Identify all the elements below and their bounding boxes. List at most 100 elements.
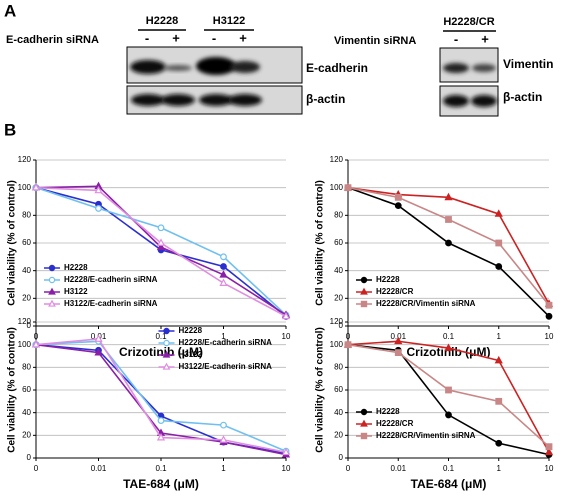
- marker: [219, 278, 228, 286]
- marker: [360, 408, 368, 416]
- x-tick-label: 1: [221, 464, 226, 473]
- marker: [156, 432, 166, 441]
- y-tick-label: 120: [18, 155, 32, 164]
- cell-line: H3122: [213, 15, 245, 27]
- marker: [162, 362, 171, 370]
- x-tick-label: 10: [282, 464, 291, 473]
- x-tick-label: 0.1: [155, 332, 167, 341]
- y-tick-label: 40: [334, 408, 343, 417]
- marker: [94, 185, 103, 194]
- marker: [220, 263, 227, 270]
- x-tick-label: 0.1: [443, 332, 455, 341]
- y-tick-label: 60: [22, 238, 31, 247]
- marker: [545, 443, 553, 451]
- x-axis-title: TAE-684 (μM): [411, 477, 487, 491]
- legend-label: H2228/CR/Vimentin siRNA: [376, 299, 476, 308]
- legend-label: H3122/E-cadherin siRNA: [179, 362, 273, 371]
- marker: [445, 386, 452, 394]
- legend-label: H2228/CR: [376, 287, 414, 296]
- y-tick-label: 100: [18, 340, 32, 349]
- blot: H2228 H3122 E-cadherin siRNA - + - + E-c…: [6, 15, 368, 115]
- legend-label: H2228/E-cadherin siRNA: [179, 338, 273, 347]
- x-tick-label: 0.01: [390, 332, 406, 341]
- legend-label: H3122: [64, 287, 88, 296]
- y-tick-label: 0: [339, 453, 344, 462]
- marker: [281, 447, 291, 456]
- marker: [48, 264, 56, 272]
- marker: [495, 439, 503, 447]
- marker: [360, 419, 368, 427]
- y-tick-label: 120: [18, 317, 32, 326]
- x-tick-label: 0.1: [443, 464, 455, 473]
- y-tick-label: 40: [22, 266, 31, 275]
- y-tick-label: 60: [22, 385, 31, 394]
- marker: [94, 347, 103, 356]
- x-tick-label: 10: [545, 464, 554, 473]
- legend-label: H2228: [64, 263, 88, 272]
- x-tick-label: 1: [497, 464, 502, 473]
- x-tick-label: 0.1: [155, 464, 167, 473]
- y-tick-label: 100: [330, 183, 344, 192]
- y-tick-label: 0: [27, 321, 32, 330]
- marker: [157, 417, 165, 425]
- marker: [163, 327, 170, 335]
- y-tick-label: 20: [22, 430, 31, 439]
- y-tick-label: 80: [334, 362, 343, 371]
- marker: [445, 239, 452, 247]
- x-tick-label: 10: [545, 332, 554, 341]
- marker: [344, 341, 352, 349]
- x-axis-title: Crizotinib (μM): [407, 345, 491, 359]
- marker: [394, 202, 402, 210]
- y-tick-label: 40: [334, 266, 343, 275]
- y-tick-label: 100: [330, 340, 344, 349]
- x-tick-label: 0.01: [390, 464, 406, 473]
- y-axis-title: Cell viability (% of control): [7, 327, 18, 453]
- y-tick-label: 20: [334, 430, 343, 439]
- marker: [48, 299, 56, 307]
- marker: [360, 300, 368, 308]
- marker: [220, 253, 227, 261]
- y-tick-label: 80: [334, 210, 343, 219]
- marker: [31, 340, 41, 348]
- marker: [360, 287, 368, 295]
- y-tick-label: 100: [18, 183, 32, 192]
- x-tick-label: 1: [221, 332, 226, 341]
- panel-label: B: [4, 120, 16, 139]
- x-tick-label: 10: [282, 332, 291, 341]
- panel-label: A: [4, 1, 16, 20]
- cell-line: H2228/CR: [443, 16, 494, 28]
- treatment-label: Vimentin siRNA: [334, 35, 416, 47]
- y-tick-label: 0: [339, 321, 344, 330]
- protein-label: β-actin: [503, 90, 542, 104]
- marker: [95, 205, 102, 212]
- y-tick-label: 120: [330, 155, 344, 164]
- marker: [220, 421, 227, 429]
- legend-label: H2228: [179, 326, 203, 335]
- marker: [394, 349, 402, 356]
- marker: [344, 184, 352, 192]
- marker: [281, 311, 291, 320]
- marker: [156, 242, 166, 250]
- y-tick-label: 60: [334, 238, 343, 247]
- y-tick-label: 40: [22, 408, 31, 417]
- legend-label: H2228/CR: [376, 419, 414, 428]
- y-tick-label: 60: [334, 385, 343, 394]
- protein-label: β-actin: [306, 92, 345, 106]
- y-axis-title: Cell viability (% of control): [315, 180, 326, 306]
- legend-label: H3122: [179, 350, 203, 359]
- x-tick-label: 0.01: [91, 464, 107, 473]
- marker: [157, 224, 165, 232]
- marker: [219, 435, 228, 443]
- marker: [162, 350, 171, 358]
- marker: [31, 183, 41, 191]
- marker: [48, 276, 56, 284]
- marker: [445, 216, 452, 223]
- marker: [495, 263, 503, 270]
- legend-label: H2228: [376, 275, 400, 284]
- y-tick-label: 80: [22, 210, 31, 219]
- marker: [444, 343, 453, 351]
